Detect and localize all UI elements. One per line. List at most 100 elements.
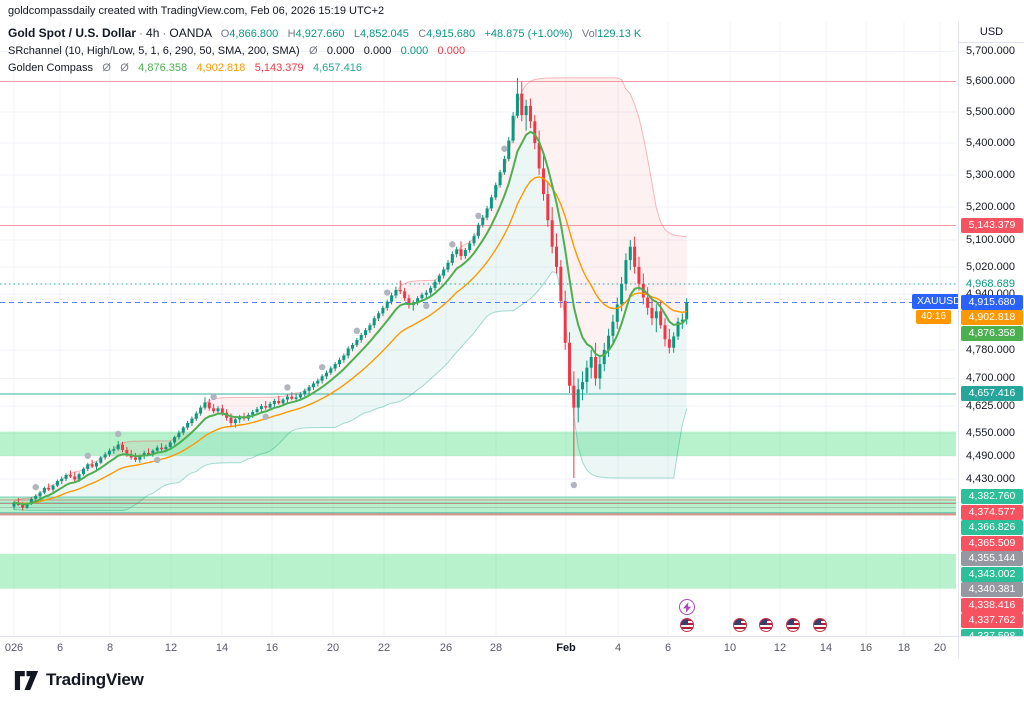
symbol-title[interactable]: Gold Spot / U.S. Dollar [8,26,137,40]
golden-compass-indicator-title[interactable]: Golden Compass [8,62,93,74]
pivot-marker [262,413,269,420]
price-level-badge: 4,366.826 [961,520,1023,536]
price-tick-label: 4,625.000 [966,399,1015,412]
golden-compass-value: Ø [102,62,111,74]
price-tick-label: 4,490.000 [966,449,1015,462]
chart-plot[interactable]: Gold Spot / U.S. Dollar · 4h · OANDA O4,866.… [0,22,958,636]
high-value: 4,927.660 [295,28,345,40]
price-tick-label: 5,400.000 [966,137,1015,150]
price-level-badge: 4,657.416 [961,386,1023,402]
low-value: 4,852.045 [359,28,409,40]
pivot-marker [501,145,508,152]
price-level-badge: 4,876.358 [961,325,1023,341]
time-tick-label: 12 [164,642,178,654]
low-label: L [353,28,360,40]
time-tick-label: 10 [723,642,737,654]
pivot-marker [84,452,91,459]
pivot-marker [114,430,122,438]
open-label: O [220,28,230,40]
legend-golden-compass-row: Golden Compass Ø Ø 4,876.358 4,902.818 5… [8,60,641,76]
golden-compass-value: 4,657.416 [313,62,362,74]
pivot-marker [32,483,39,491]
economic-event-flag-icon[interactable] [759,618,773,632]
pivot-marker [449,241,456,248]
price-tick-label: 4,780.000 [966,343,1015,356]
alert-lightning-icon[interactable] [679,599,695,615]
tradingview-logo-text: TradingView [46,670,144,689]
golden-compass-value: 4,902.818 [196,62,246,74]
pivot-marker [210,393,217,401]
symbol-price-badge: XAUUSD [912,294,958,310]
price-level-badge: 4,915.680 [961,294,1023,310]
srchannel-value: 0.000 [363,45,392,57]
legend-separator: · [162,26,167,40]
price-tick-label: 5,300.000 [966,168,1015,181]
time-tick-label: 14 [819,642,833,654]
economic-event-flag-icon[interactable] [786,618,800,632]
price-level-badge: 4,337.762 [961,613,1023,629]
price-level-badge: 5,143.379 [961,218,1023,234]
tradingview-logo[interactable]: TradingView [14,670,144,691]
legend-symbol-row: Gold Spot / U.S. Dollar · 4h · OANDA O4,866.… [8,26,641,42]
time-tick-label: 6 [664,642,672,654]
pivot-marker [284,384,291,391]
exchange-label[interactable]: OANDA [169,26,212,40]
time-tick-label: 16 [265,642,279,654]
interval-label[interactable]: 4h [146,26,160,40]
price-tick-label: 4,550.000 [966,427,1015,440]
pivot-marker [353,327,361,335]
volume-label: Vol [581,28,598,40]
close-label: C [418,28,427,40]
time-tick-label: 4 [614,642,622,654]
price-tick-label: 5,500.000 [966,106,1015,119]
time-tick-label: Feb [556,642,576,654]
time-axis[interactable]: 026 6 8 12 14 16 20 22 26 28 Feb 4 6 10 12 14 16 18 20 [0,636,958,659]
change-value: +48.875 (+1.00%) [484,28,573,40]
pivot-marker [154,456,161,464]
price-level-badge: 4,902.818 [961,310,1023,326]
srchannel-value: Ø [309,45,318,57]
price-level-badge: 4,343.002 [961,566,1023,582]
price-level-badge: 4,355.144 [961,551,1023,567]
open-value: 4,866.800 [229,28,279,40]
price-tick-label: 4,968.689 [966,278,1015,291]
currency-label[interactable]: USD [959,26,1024,43]
attribution-text: goldcompassdaily created with TradingVie… [0,0,1024,22]
axis-corner [958,636,1024,659]
legend-srchannel-row: SRchannel (10, High/Low, 5, 1, 6, 290, 5… [8,43,641,59]
time-tick-label: 16 [859,642,873,654]
pivot-marker [570,481,578,489]
price-tick-label: 5,700.000 [966,45,1015,58]
price-tick-label: 4,430.000 [966,472,1015,485]
bar-countdown-badge: 40:16 [916,310,952,325]
economic-event-flag-icon[interactable] [813,618,827,632]
price-level-badge: 4,374.577 [961,504,1023,520]
price-tick-label: 5,100.000 [966,234,1015,247]
price-level-badge: 4,338.416 [961,597,1023,613]
pivot-marker [384,289,391,296]
price-tick-label: 5,600.000 [966,75,1015,88]
price-level-badge: 4,340.381 [961,582,1023,598]
economic-event-flag-icon[interactable] [680,618,694,632]
time-tick-label: 6 [56,642,64,654]
legend-separator: · [139,26,144,40]
economic-event-flag-icon[interactable] [733,618,747,632]
time-tick-label: 20 [933,642,947,654]
srchannel-indicator-title[interactable]: SRchannel (10, High/Low, 5, 1, 6, 290, 5… [8,45,300,57]
volume-value: 129.13 K [597,28,642,40]
golden-compass-value: 4,876.358 [138,62,188,74]
high-label: H [287,28,296,40]
golden-compass-value: 5,143.379 [254,62,304,74]
chart-region: Gold Spot / U.S. Dollar · 4h · OANDA O4,866.… [0,22,1024,660]
pivot-marker [475,212,482,220]
price-scale[interactable]: USD 5,700.000 5,600.000 5,500.000 5,400.000… [958,22,1024,660]
golden-compass-value: Ø [120,62,129,74]
time-tick-label: 22 [377,642,391,654]
srchannel-value: 0.000 [326,45,355,57]
tradingview-logo-icon [14,670,39,690]
time-tick-label: 026 [4,642,24,654]
price-level-badge: 4,365.509 [961,535,1023,551]
price-tick-label: 4,700.000 [966,372,1015,385]
time-tick-label: 28 [489,642,503,654]
candlestick-chart[interactable] [0,22,958,636]
